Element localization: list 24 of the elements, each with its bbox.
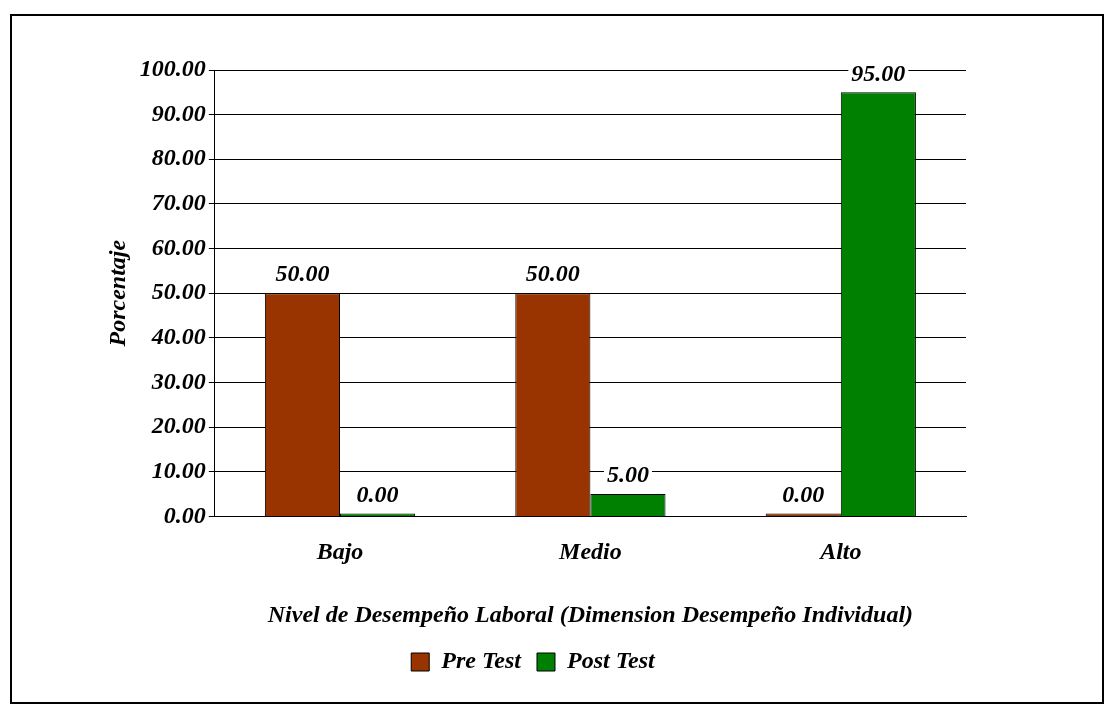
y-tick-label: 30.00	[150, 367, 206, 394]
y-tick-label: 80.00	[151, 144, 206, 171]
y-tick-label: 20.00	[150, 412, 206, 439]
y-tick-label: 60.00	[151, 233, 206, 260]
y-tick-label: 40.00	[150, 323, 206, 350]
x-axis-title: Nivel de Desempeño Laboral (Dimension Desempeño Individual)	[266, 600, 914, 627]
y-tick-label: 50.00	[151, 278, 206, 305]
data-label: 95.00	[851, 59, 906, 86]
y-tick-label: 10.00	[151, 456, 206, 483]
data-label: 0.00	[782, 480, 825, 507]
x-tick-label: Bajo	[315, 538, 364, 564]
legend-label: Pre Test	[440, 647, 523, 674]
legend-label: Post Test	[565, 647, 657, 674]
y-tick-label: 0.00	[163, 501, 206, 528]
y-tick-label: 100.00	[139, 55, 206, 82]
y-tick-label: 90.00	[151, 99, 206, 126]
y-tick-label: 70.00	[151, 189, 206, 216]
x-tick-label: Alto	[818, 538, 862, 564]
y-axis-title: Porcentaje	[103, 239, 130, 348]
data-label: 0.00	[356, 480, 399, 507]
data-label: 5.00	[606, 461, 649, 488]
data-label: 50.00	[525, 260, 580, 287]
data-label: 50.00	[275, 260, 330, 287]
x-tick-label: Medio	[558, 538, 622, 564]
